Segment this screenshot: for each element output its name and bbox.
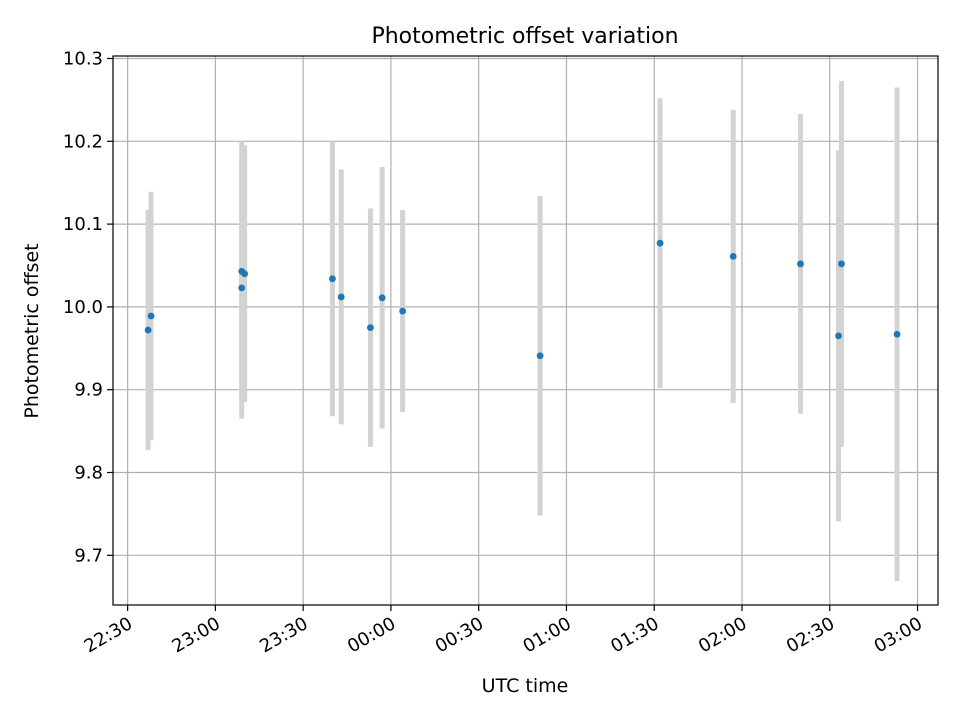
x-tick-label: 00:30 <box>432 613 487 657</box>
data-point <box>399 307 407 315</box>
y-axis-label: Photometric offset <box>21 243 43 418</box>
plot-frame <box>112 55 939 606</box>
data-point <box>147 312 155 320</box>
x-tick-label: 02:30 <box>783 613 838 657</box>
y-tick-label: 10.1 <box>63 214 103 235</box>
data-point <box>536 352 544 360</box>
data-point <box>329 275 336 283</box>
y-tick-label: 10.0 <box>63 297 103 318</box>
data-point <box>729 252 737 260</box>
x-tick-label: 22:30 <box>81 613 136 657</box>
y-axis-ticks: 9.7 9.8 9.9 10.0 10.1 10.2 10.3 <box>63 48 113 566</box>
x-tick-label: 23:30 <box>256 613 311 657</box>
data-point <box>378 294 386 302</box>
data-point <box>893 330 901 338</box>
data-point <box>835 332 842 340</box>
chart-title: Photometric offset variation <box>371 24 678 49</box>
data-point <box>656 239 664 247</box>
y-tick-label: 9.8 <box>74 463 103 484</box>
y-tick-label: 9.7 <box>74 545 103 566</box>
y-tick-label: 10.2 <box>63 131 103 152</box>
y-tick-label: 9.9 <box>74 380 103 401</box>
x-tick-label: 01:00 <box>520 613 575 657</box>
x-axis-ticks: 22:30 23:00 23:30 00:00 00:30 01:00 01:30 02:00… <box>81 605 926 657</box>
x-tick-label: 03:00 <box>871 613 926 657</box>
data-points <box>144 239 901 360</box>
data-point <box>797 260 804 268</box>
x-tick-label: 01:30 <box>607 613 662 657</box>
data-point <box>337 293 345 301</box>
data-point <box>144 326 152 334</box>
x-tick-label: 23:00 <box>168 613 223 657</box>
x-tick-label: 02:00 <box>695 613 750 657</box>
x-tick-label: 00:00 <box>344 613 399 657</box>
data-point <box>838 260 845 268</box>
x-axis-label: UTC time <box>482 675 569 697</box>
data-point <box>367 324 374 332</box>
grid <box>113 56 938 605</box>
y-tick-label: 10.3 <box>63 48 103 69</box>
data-point <box>238 284 246 292</box>
data-point <box>241 270 249 278</box>
error-bars <box>145 80 900 581</box>
